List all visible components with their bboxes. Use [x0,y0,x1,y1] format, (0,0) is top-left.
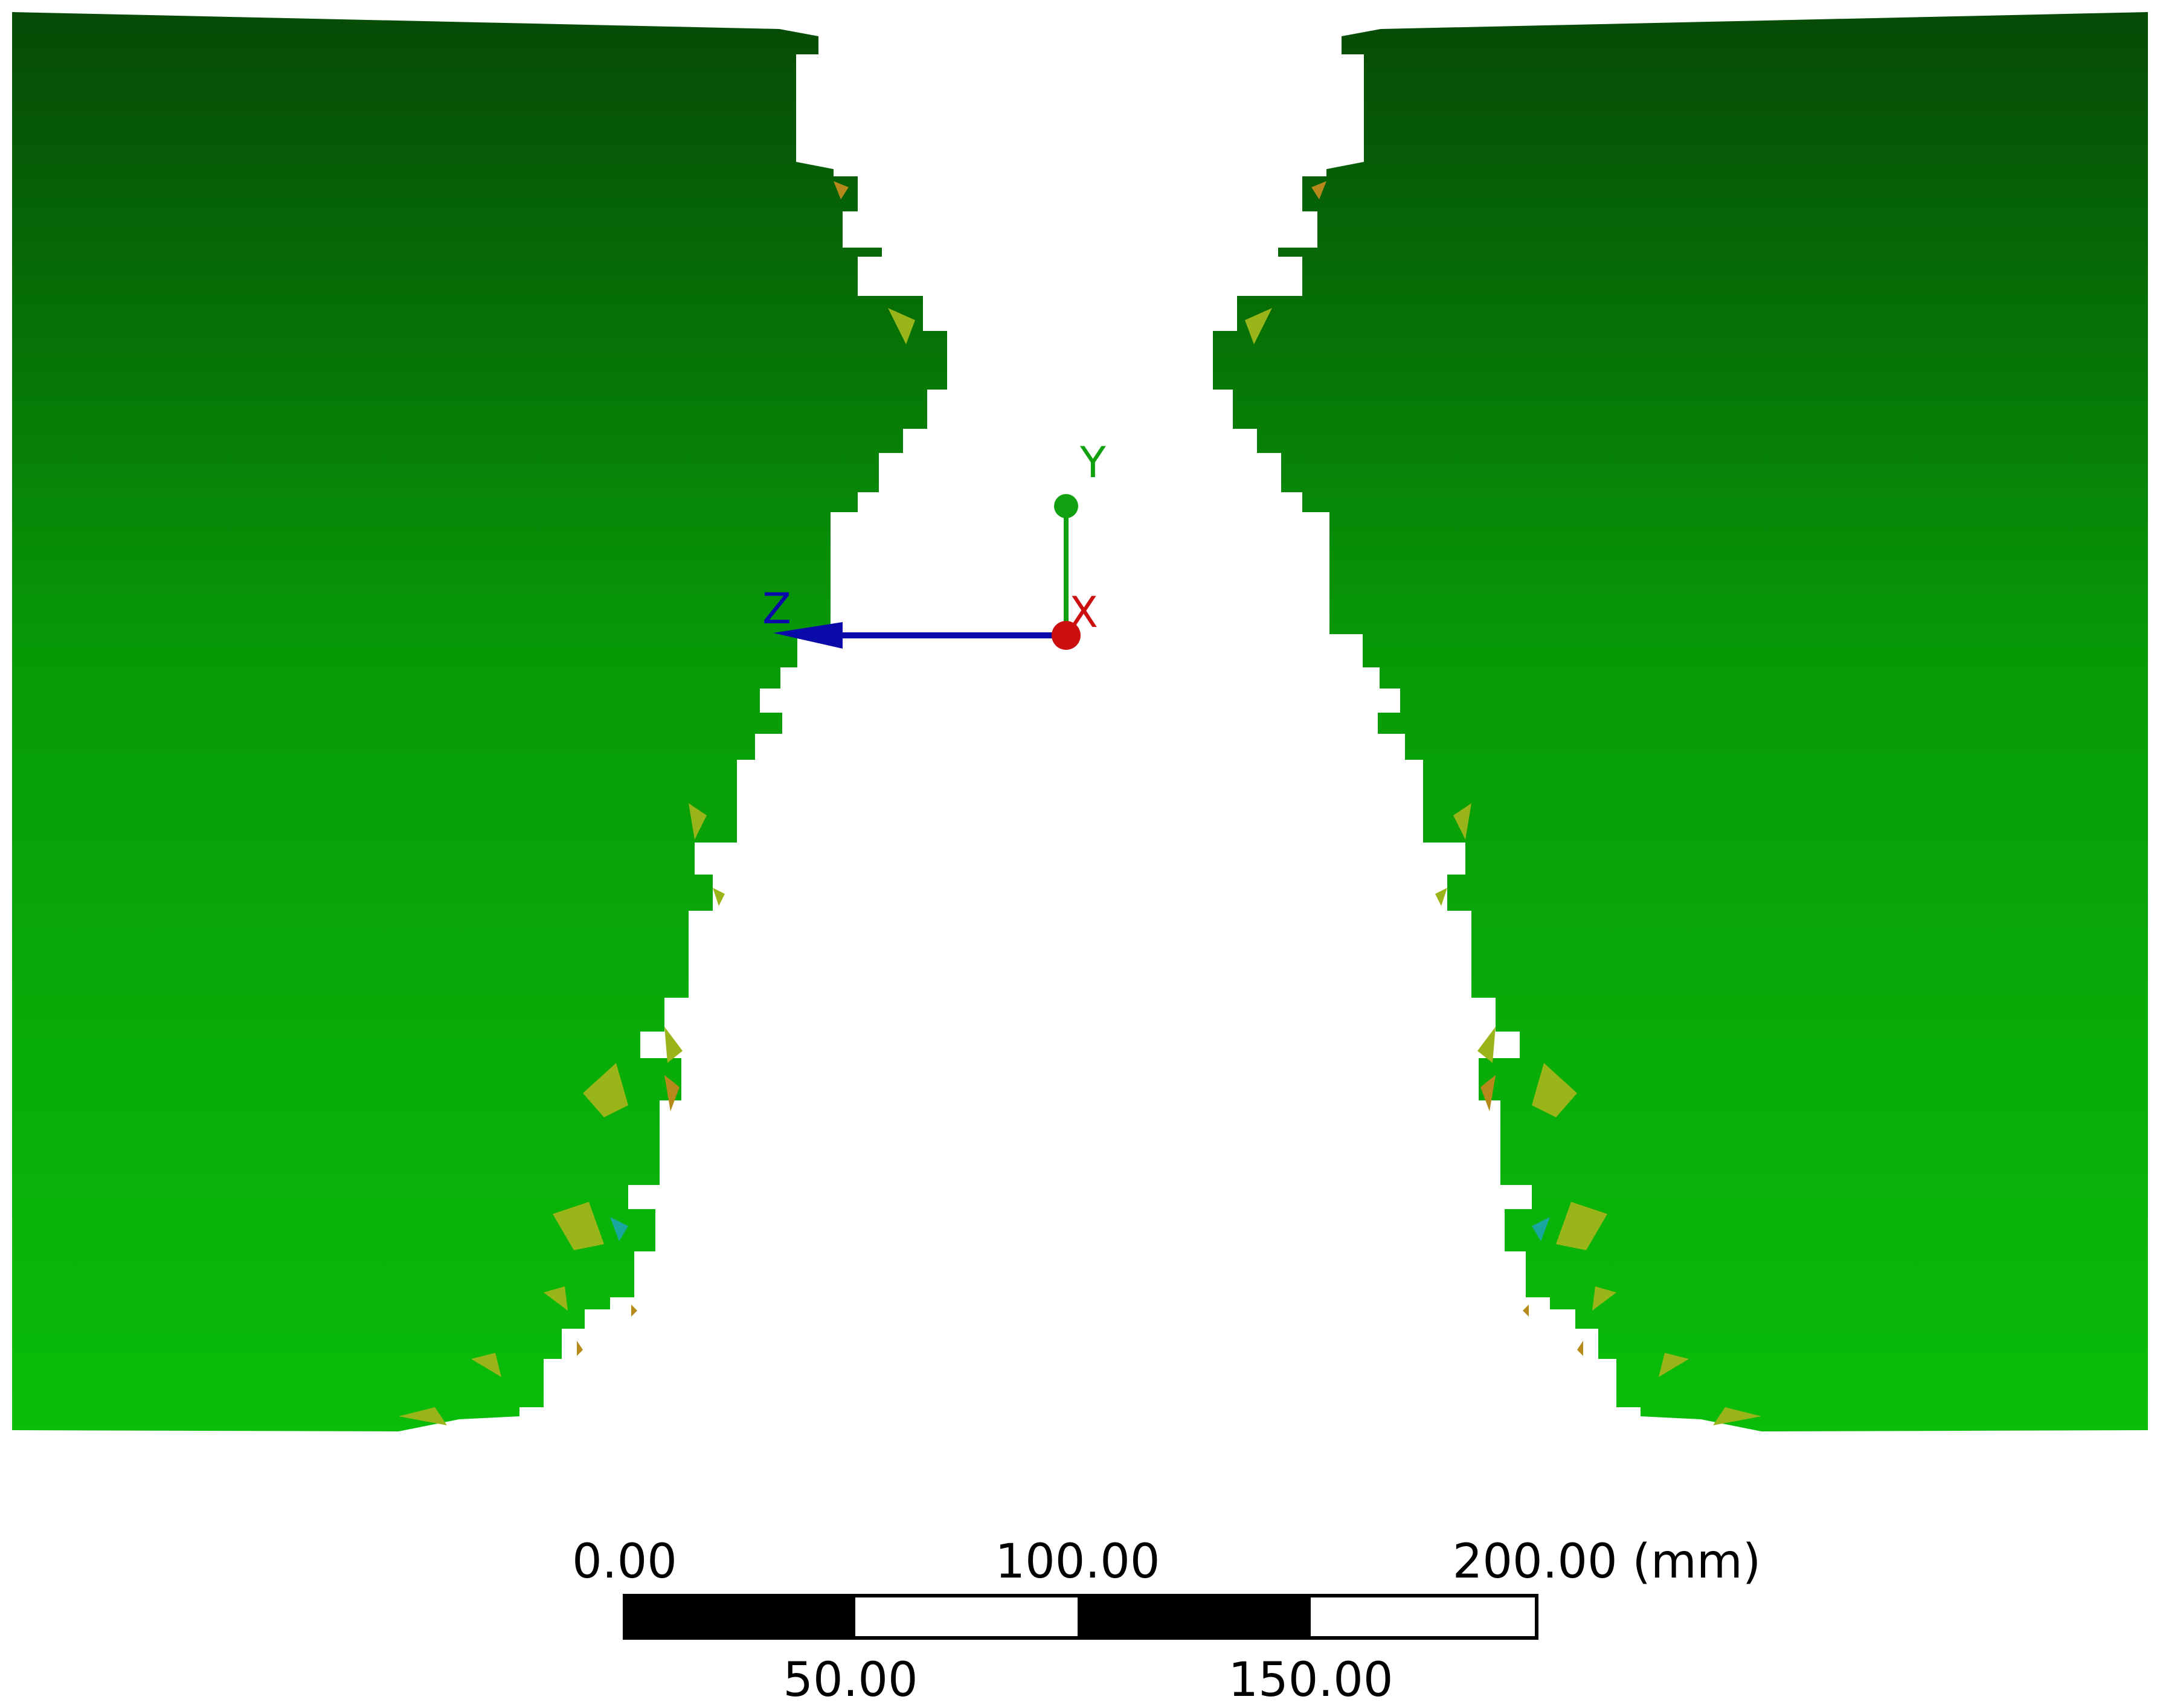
left-body-mesh[interactable] [12,12,947,1431]
scale-segment-2 [855,1596,1078,1638]
scale-segment-4 [1311,1596,1537,1638]
scale-label-100: 100.00 [995,1535,1160,1589]
right-edge-speckles [1245,181,1761,1425]
scale-label-200: 200.00 (mm) [1453,1535,1761,1589]
y-axis-tip [1054,494,1078,518]
scale-bar-outline [623,1594,1538,1640]
x-axis-label: X [1069,588,1098,637]
x-axis-origin-dot [1052,621,1081,650]
y-axis-label: Y [1079,438,1106,487]
scale-label-50: 50.00 [783,1653,918,1707]
scale-label-0: 0.00 [572,1535,677,1589]
right-body-mesh[interactable] [1213,12,2148,1431]
z-axis-label: Z [762,584,791,634]
scale-segment-1 [625,1596,855,1638]
scale-bar: 0.00 100.00 200.00 (mm) 50.00 150.00 [572,1535,1761,1707]
left-edge-speckles [399,181,915,1425]
scale-label-150: 150.00 [1229,1653,1393,1707]
coordinate-triad: Y Z X [762,438,1106,650]
z-axis-arrowhead [773,622,843,649]
scale-segment-3 [1078,1596,1311,1638]
